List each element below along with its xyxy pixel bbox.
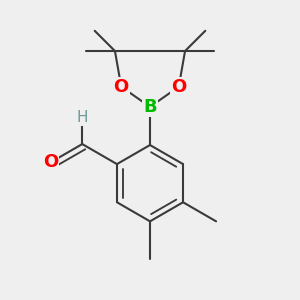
Text: O: O <box>171 78 186 96</box>
Text: B: B <box>143 98 157 116</box>
Text: H: H <box>76 110 88 125</box>
Text: O: O <box>114 78 129 96</box>
Text: O: O <box>43 153 58 171</box>
